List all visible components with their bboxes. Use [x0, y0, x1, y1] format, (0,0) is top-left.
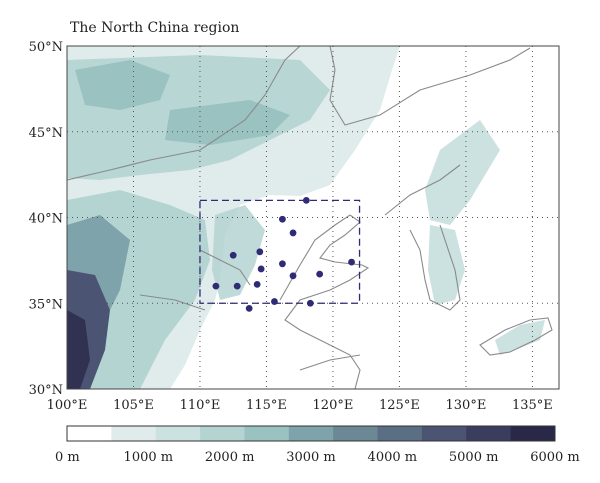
colorbar-segment-0	[67, 426, 112, 441]
colorbar-label-2: 2000 m	[205, 450, 255, 465]
station-dot-9	[348, 258, 355, 266]
station-dot-11	[233, 282, 241, 290]
japan-coast	[479, 317, 553, 356]
boundary-lines	[67, 46, 553, 389]
colorbar-label-1: 1000 m	[124, 450, 174, 465]
terrain-japan	[495, 320, 545, 355]
station-markers	[212, 196, 355, 312]
elevation-colorbar	[66, 425, 556, 442]
terrain-high-north	[75, 60, 170, 110]
lon-label-7: 135°E	[512, 398, 553, 413]
lat-label-1: 45°N	[29, 126, 63, 141]
colorbar-segment-6	[333, 426, 379, 441]
map-title: The North China region	[70, 20, 239, 36]
station-dot-5	[279, 260, 286, 268]
colorbar-segment-7	[377, 426, 423, 441]
station-dot-4	[229, 251, 237, 259]
inner-boundary-2	[139, 294, 206, 311]
colorbar-segment-1	[111, 426, 157, 441]
lon-label-5: 125°E	[379, 398, 420, 413]
terrain-layer	[67, 46, 545, 389]
colorbar-label-3: 3000 m	[286, 450, 336, 465]
terrain-mid-taihang	[212, 205, 265, 300]
colorbar-label-5: 5000 m	[449, 450, 499, 465]
lon-label-0: 100°E	[47, 398, 88, 413]
study-area-box	[199, 199, 361, 304]
terrain-peak-core	[67, 310, 90, 389]
longitude-labels: 100°E 105°E 110°E 115°E 120°E 125°E 130°E 135°E	[47, 398, 553, 413]
colorbar-label-6: 6000 m	[530, 450, 580, 465]
colorbar-segment-3	[200, 426, 245, 441]
colorbar-segment-8	[421, 426, 467, 441]
terrain-korea	[428, 225, 465, 305]
colorbar-labels: 0 m 1000 m 2000 m 3000 m 4000 m 5000 m 6000 m	[55, 450, 580, 465]
inner-boundary-1	[199, 249, 251, 286]
lat-label-0: 50°N	[29, 40, 63, 55]
colorbar-segment-2	[155, 426, 201, 441]
lon-label-2: 110°E	[180, 398, 221, 413]
colorbar-label-0: 0 m	[55, 450, 80, 465]
northeast-border	[329, 46, 531, 126]
colorbar-segment-4	[244, 426, 290, 441]
terrain-high-ridge	[165, 100, 290, 145]
station-dot-2	[289, 229, 297, 237]
korea-coast	[409, 224, 461, 311]
station-dot-10	[212, 282, 220, 290]
station-dot-8	[316, 270, 324, 278]
map-frame	[66, 45, 560, 390]
station-dot-7	[289, 272, 297, 280]
station-dot-15	[245, 304, 253, 312]
terrain-northeast	[425, 120, 500, 225]
lat-label-2: 40°N	[29, 212, 63, 227]
korea-border	[384, 164, 461, 216]
bohai-coast	[279, 214, 370, 389]
colorbar-frame	[66, 425, 556, 442]
station-dot-6	[257, 265, 265, 273]
mongolia-border	[67, 46, 301, 181]
station-dot-13	[271, 298, 278, 305]
station-dot-14	[306, 299, 314, 307]
lon-label-1: 105°E	[113, 398, 154, 413]
lon-label-4: 120°E	[313, 398, 354, 413]
station-dot-0	[302, 196, 310, 204]
lon-label-3: 115°E	[246, 398, 287, 413]
colorbar-segment-5	[288, 426, 334, 441]
inner-boundary-3	[299, 354, 361, 371]
graticule	[67, 46, 559, 389]
station-dot-1	[279, 215, 286, 223]
lat-label-3: 35°N	[29, 297, 63, 312]
lon-label-6: 130°E	[446, 398, 487, 413]
colorbar-segment-10	[510, 426, 556, 441]
lat-label-4: 30°N	[29, 383, 63, 398]
station-dot-3	[256, 248, 264, 256]
latitude-labels: 50°N 45°N 40°N 35°N 30°N	[29, 40, 63, 398]
colorbar-segment-9	[466, 426, 512, 441]
station-dot-12	[253, 280, 261, 288]
colorbar-label-4: 4000 m	[368, 450, 418, 465]
